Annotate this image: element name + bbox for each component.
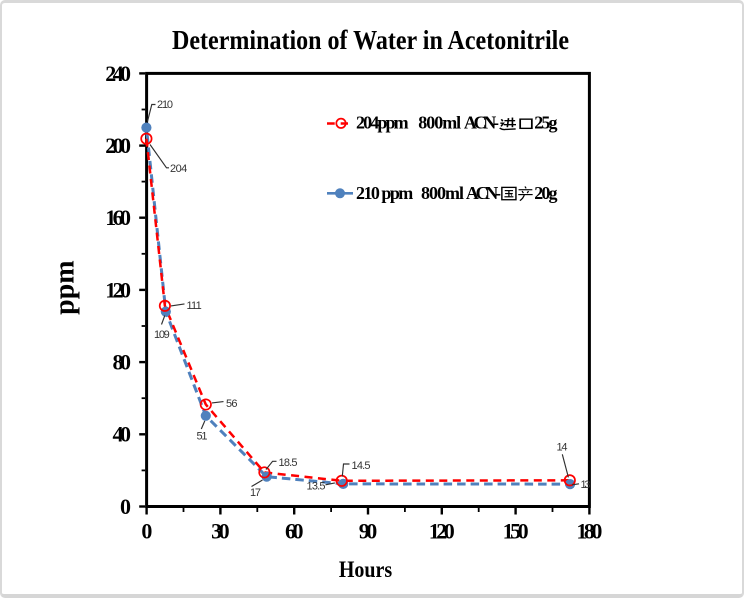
svg-text:109: 109 — [154, 329, 170, 341]
svg-text:40: 40 — [113, 422, 132, 447]
svg-text:160: 160 — [105, 205, 131, 230]
svg-text:210: 210 — [157, 99, 173, 111]
svg-text:0: 0 — [141, 519, 152, 544]
svg-text:14: 14 — [557, 442, 568, 454]
svg-text:51: 51 — [197, 431, 208, 443]
svg-text:90: 90 — [359, 519, 378, 544]
svg-text:200: 200 — [105, 133, 131, 158]
svg-text:14.5: 14.5 — [352, 460, 371, 472]
svg-text:17: 17 — [250, 487, 261, 499]
svg-text:ACN-: ACN- — [464, 112, 499, 132]
svg-text:204: 204 — [170, 163, 187, 175]
svg-text:180: 180 — [576, 519, 602, 544]
svg-text:18.5: 18.5 — [279, 457, 298, 469]
svg-text:60: 60 — [285, 519, 304, 544]
svg-text:30: 30 — [211, 519, 230, 544]
svg-text:Hours: Hours — [339, 557, 392, 582]
svg-text:ACN-: ACN- — [466, 183, 501, 203]
svg-text:ppm: ppm — [50, 260, 81, 314]
svg-text:Determination of Water in Acet: Determination of Water in Acetonitrile — [172, 25, 569, 55]
svg-text:20g: 20g — [534, 183, 557, 203]
svg-text:0: 0 — [120, 494, 131, 519]
svg-text:13.5: 13.5 — [307, 480, 326, 492]
svg-text:204ppm: 204ppm — [356, 112, 409, 132]
svg-text:120: 120 — [429, 519, 455, 544]
svg-text:111: 111 — [187, 300, 202, 312]
svg-text:25g: 25g — [534, 112, 557, 132]
svg-text:240: 240 — [105, 61, 131, 86]
svg-text:150: 150 — [503, 519, 529, 544]
svg-text:120: 120 — [105, 277, 131, 302]
svg-text:800ml: 800ml — [418, 112, 461, 132]
svg-text:800ml: 800ml — [421, 183, 464, 203]
svg-text:13: 13 — [581, 479, 591, 491]
svg-text:80: 80 — [113, 350, 132, 375]
svg-text:210 ppm: 210 ppm — [356, 183, 413, 203]
svg-text:56: 56 — [226, 398, 238, 410]
